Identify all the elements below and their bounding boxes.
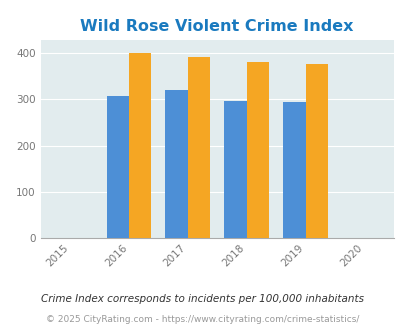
Bar: [128, 53, 151, 238]
Text: © 2025 CityRating.com - https://www.cityrating.com/crime-statistics/: © 2025 CityRating.com - https://www.city…: [46, 315, 359, 324]
Text: Crime Index corresponds to incidents per 100,000 inhabitants: Crime Index corresponds to incidents per…: [41, 294, 364, 304]
Bar: [165, 90, 187, 238]
Legend: Wild Rose, Wisconsin, National: Wild Rose, Wisconsin, National: [78, 327, 355, 330]
Bar: [246, 62, 269, 238]
Bar: [187, 57, 210, 238]
Bar: [106, 96, 128, 238]
Bar: [282, 102, 305, 238]
Bar: [224, 101, 246, 238]
Bar: [305, 64, 327, 238]
Title: Wild Rose Violent Crime Index: Wild Rose Violent Crime Index: [80, 19, 353, 34]
